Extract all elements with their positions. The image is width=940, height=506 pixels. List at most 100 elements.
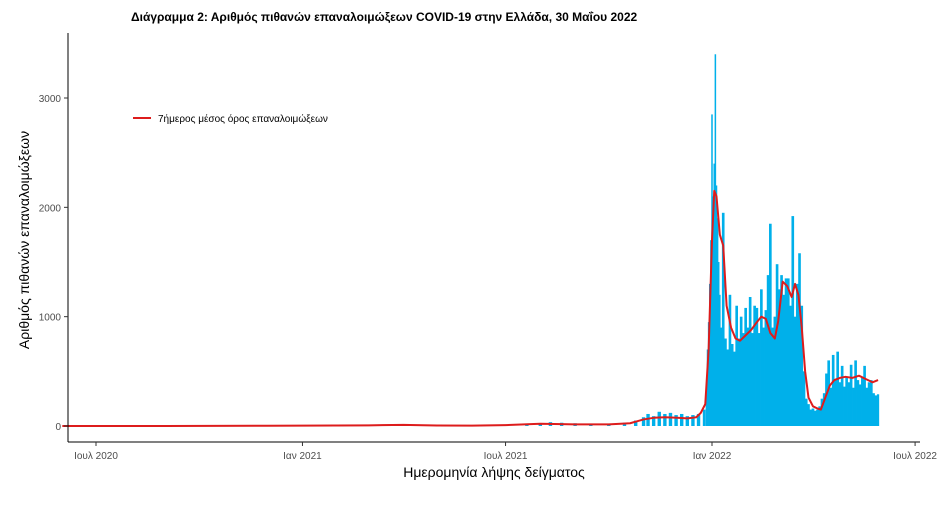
bar [838, 382, 842, 426]
bar [710, 240, 712, 426]
bar [852, 387, 855, 426]
bar [780, 275, 783, 426]
bar [717, 262, 720, 426]
bar [755, 307, 759, 426]
bar [674, 415, 678, 426]
bar [651, 416, 656, 426]
bar [813, 410, 817, 426]
bar [726, 349, 730, 426]
bar [760, 289, 763, 426]
bar [715, 185, 718, 426]
bar [854, 360, 857, 426]
bar [795, 283, 799, 426]
x-tick-label: Ιουλ 2022 [893, 451, 937, 462]
bar [858, 384, 862, 426]
bar [793, 316, 797, 426]
legend-label: 7ήμερος μέσος όρος επαναλοιμώξεων [158, 113, 328, 125]
bar [778, 289, 781, 426]
bar [872, 393, 875, 426]
bar [685, 416, 690, 426]
bar [856, 380, 860, 426]
bar [874, 395, 878, 426]
bar [843, 386, 846, 426]
bar [840, 365, 844, 426]
bar [708, 283, 711, 426]
bar [847, 382, 851, 426]
bar [816, 409, 819, 426]
bar [775, 264, 779, 426]
bar [646, 413, 650, 426]
bar [782, 294, 786, 426]
bar [719, 327, 723, 426]
bar [831, 354, 835, 426]
bar [845, 376, 848, 426]
bar [712, 196, 714, 426]
bar [737, 338, 741, 426]
bar [641, 417, 646, 426]
bar [762, 327, 765, 426]
bar [668, 412, 673, 426]
bar [818, 406, 822, 426]
y-tick-label: 0 [55, 422, 61, 433]
bar [849, 364, 853, 426]
y-tick-label: 3000 [39, 94, 62, 105]
bar [696, 413, 701, 426]
bar [802, 371, 806, 426]
y-axis-label: Αριθμός πιθανών επαναλοιμώξεων [16, 131, 32, 349]
bar [798, 253, 801, 426]
bar [804, 398, 808, 426]
bar [876, 394, 880, 426]
line-layer [62, 189, 879, 427]
bar [730, 344, 734, 426]
bar [744, 307, 747, 426]
bar [733, 351, 736, 426]
bar [706, 349, 709, 426]
bar [809, 409, 813, 426]
bar [820, 398, 824, 426]
bar [786, 278, 790, 426]
bar [705, 393, 708, 426]
bar [791, 216, 795, 426]
series-line-7day-average [62, 189, 879, 427]
x-tick-label: Ιαν 2021 [283, 451, 322, 462]
bars-layer [525, 54, 880, 427]
bar [702, 409, 706, 426]
bar [746, 327, 750, 426]
chart-title: Διάγραμμα 2: Αριθμός πιθανών επαναλοιμώξ… [131, 10, 638, 24]
y-ticks: 0 1000 2000 3000 [39, 94, 68, 433]
bar [870, 380, 873, 426]
bar [657, 411, 661, 426]
bar [751, 333, 754, 426]
bar [742, 333, 745, 426]
y-tick-label: 2000 [39, 203, 62, 214]
bar [713, 163, 715, 426]
bar [784, 278, 788, 426]
bar [861, 376, 864, 426]
bar [714, 54, 717, 427]
legend: 7ήμερος μέσος όρος επαναλοιμώξεων [133, 113, 328, 125]
bar [728, 294, 732, 426]
bar [766, 275, 770, 426]
bar [663, 413, 667, 426]
bar [753, 305, 756, 426]
bar [807, 404, 810, 426]
bar [748, 296, 752, 426]
bar [680, 413, 684, 426]
bar [716, 218, 719, 426]
bar [822, 393, 826, 426]
bar [764, 310, 768, 426]
bar [867, 382, 871, 426]
bar [827, 360, 831, 426]
bar [707, 322, 710, 426]
y-tick-label: 1000 [39, 313, 62, 324]
bar [865, 387, 869, 426]
x-tick-label: Ιουλ 2020 [74, 451, 118, 462]
bar [863, 365, 866, 426]
x-axis-label: Ημερομηνία λήψης δείγματος [403, 464, 585, 480]
bar [800, 305, 804, 426]
bar [834, 380, 837, 426]
bar [769, 223, 772, 426]
bar [829, 387, 833, 426]
bar [757, 333, 761, 426]
